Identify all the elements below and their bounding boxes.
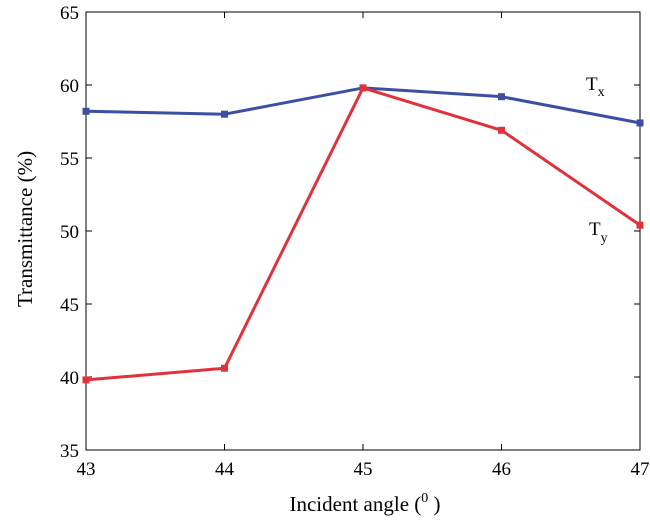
- series-point-ty: [636, 221, 644, 229]
- y-tick-label: 55: [60, 149, 79, 170]
- y-tick-label: 40: [60, 368, 79, 389]
- series-point-ty: [221, 364, 228, 372]
- series-label-tx-main: T: [586, 74, 598, 95]
- y-tick-label: 45: [60, 295, 79, 316]
- series-label-ty-main: T: [589, 219, 601, 240]
- x-axis-title: Incident angle (0 ): [289, 491, 440, 516]
- x-axis-title-suffix: ): [428, 492, 440, 516]
- series-label-tx-sub: x: [598, 85, 605, 100]
- y-tick-label: 65: [60, 3, 79, 24]
- series-line-ty: [85, 86, 641, 382]
- series-point-tx: [221, 110, 228, 118]
- series-point-ty: [359, 84, 367, 92]
- y-tick-label: 60: [60, 76, 79, 97]
- x-tick-label: 44: [215, 459, 235, 480]
- plot-frame: [85, 11, 641, 451]
- series-label-ty: Ty: [589, 219, 608, 246]
- series-label-ty-sub: y: [601, 231, 608, 246]
- series-point-tx: [498, 93, 505, 101]
- x-tick-label: 45: [354, 459, 373, 480]
- y-tick-label: 50: [60, 222, 79, 243]
- x-axis-title-text: Incident angle (: [289, 492, 421, 516]
- series-layer: [82, 84, 644, 384]
- y-axis-ticks: 35 40 45 50 55 60 65: [60, 3, 640, 462]
- x-axis-ticks: 43 44 45 46 47: [77, 12, 650, 480]
- y-axis-title: Transmittance (%): [13, 151, 37, 307]
- y-tick-label: 35: [60, 441, 79, 462]
- series-point-ty: [498, 126, 505, 134]
- series-line-tx: [85, 86, 641, 125]
- series-point-ty: [82, 376, 90, 384]
- x-axis-title-superscript: 0: [421, 491, 428, 506]
- x-tick-label: 46: [492, 459, 511, 480]
- plot-border: [85, 11, 641, 451]
- x-tick-label: 43: [77, 459, 96, 480]
- series-label-tx: Tx: [586, 74, 605, 100]
- series-point-tx: [636, 119, 644, 127]
- series-point-tx: [82, 107, 90, 115]
- x-tick-label: 47: [631, 459, 650, 480]
